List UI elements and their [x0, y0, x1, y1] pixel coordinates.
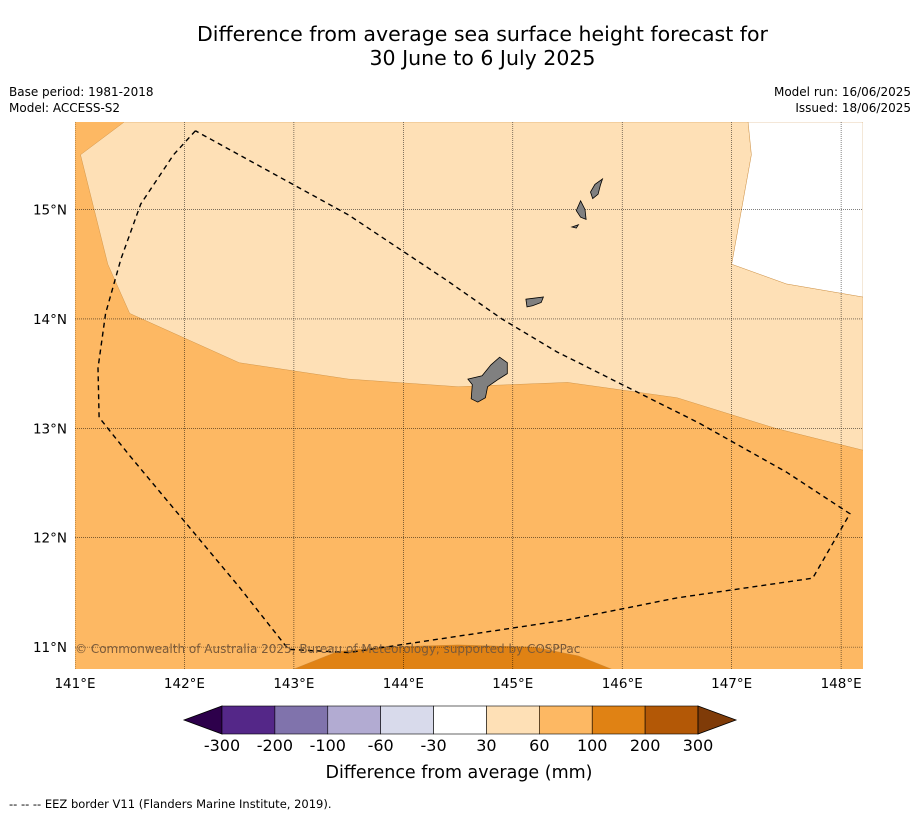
island-rota [525, 296, 545, 308]
axis-ticks: 141°E 142°E 143°E 144°E 145°E 146°E 147°E 148°E… [33, 203, 862, 692]
lon-tick-label: 148°E [821, 676, 862, 692]
colorbar-bin [539, 705, 593, 735]
meta-right: Model run: 16/06/2025 Issued: 18/06/2025 [774, 84, 911, 116]
colorbar-bin [644, 705, 699, 735]
issued-date: Issued: 18/06/2025 [795, 101, 911, 115]
lon-tick-label: 145°E [492, 676, 533, 692]
colorbar-tick-label: 60 [529, 736, 549, 755]
colorbar-bin [486, 705, 540, 735]
lat-tick-label: 11°N [33, 640, 67, 656]
colorbar-tick-label: 100 [577, 736, 608, 755]
colorbar-tick-label: 30 [476, 736, 496, 755]
eez-layer [97, 130, 851, 654]
lon-tick-label: 147°E [711, 676, 752, 692]
eez-legend-text: EEZ border V11 (Flanders Marine Institut… [44, 797, 332, 811]
copyright-notice: © Commonwealth of Australia 2025, Bureau… [75, 642, 580, 656]
colorbar-tick-label: -300 [204, 736, 240, 755]
colorbar-bin [433, 705, 487, 735]
colorbar-bin [327, 705, 381, 735]
colorbar-tick-label: -200 [257, 736, 293, 755]
colorbar-label: Difference from average (mm) [325, 763, 592, 783]
colorbar-tick-label: -30 [420, 736, 446, 755]
colorbar-bin [591, 705, 646, 735]
islands [467, 177, 604, 403]
island-tinian [575, 199, 587, 221]
lat-tick-label: 15°N [33, 203, 67, 219]
colorbar-extend-low [182, 705, 223, 735]
colorbar-tick-label: 200 [630, 736, 661, 755]
anomaly-regions [80, 122, 863, 669]
gridlines [75, 122, 863, 669]
colorbar-bin [274, 705, 329, 735]
meta-left: Base period: 1981-2018 Model: ACCESS-S2 [9, 84, 154, 116]
chart-title: Difference from average sea surface heig… [0, 22, 919, 70]
island-guam [467, 356, 508, 403]
title-line-1: Difference from average sea surface heig… [197, 22, 768, 46]
title-line-2: 30 June to 6 July 2025 [369, 46, 596, 70]
colorbar-tick-label: -60 [368, 736, 394, 755]
base-period: Base period: 1981-2018 [9, 85, 154, 99]
lat-tick-label: 12°N [33, 531, 67, 547]
colorbar: -300 -200 -100 -60 -30 30 60 100 200 300 [182, 705, 738, 755]
lon-tick-label: 144°E [383, 676, 424, 692]
footer-legend: -- -- -- EEZ border V11 (Flanders Marine… [9, 797, 332, 811]
colorbar-tick-label: 300 [683, 736, 714, 755]
island-aguijan [570, 224, 580, 229]
lon-tick-label: 141°E [54, 676, 95, 692]
lat-tick-label: 13°N [33, 421, 67, 437]
model-run: Model run: 16/06/2025 [773, 85, 911, 99]
lon-tick-label: 143°E [273, 676, 314, 692]
colorbar-extend-high [697, 705, 738, 735]
colorbar-bin [221, 705, 276, 735]
lat-tick-label: 14°N [33, 312, 67, 328]
model-name: Model: ACCESS-S2 [9, 101, 121, 115]
lon-tick-label: 146°E [602, 676, 643, 692]
island-saipan [590, 177, 604, 200]
eez-legend-marker: -- -- -- [9, 797, 42, 811]
region-100-200 [293, 644, 612, 669]
colorbar-tick-label: -100 [310, 736, 346, 755]
colorbar-bin [380, 705, 434, 735]
eez-border [97, 130, 851, 654]
lon-tick-label: 142°E [164, 676, 205, 692]
